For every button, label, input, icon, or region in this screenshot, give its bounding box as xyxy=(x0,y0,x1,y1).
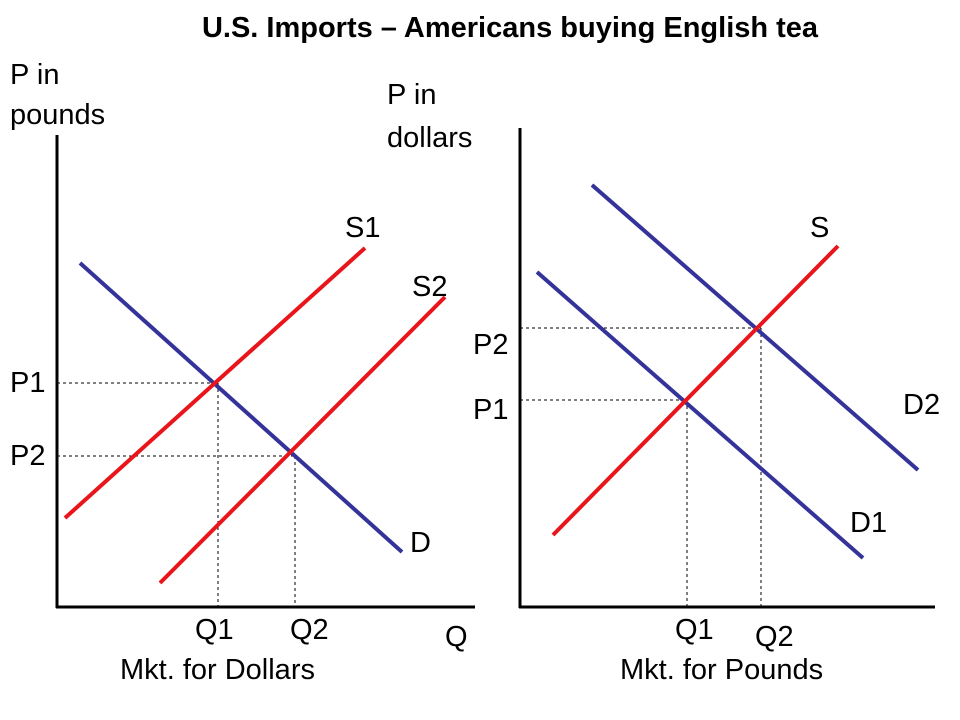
curve-label: S2 xyxy=(412,271,447,303)
price-label: P1 xyxy=(473,394,508,426)
demand-curve xyxy=(78,261,404,554)
curve-label: D xyxy=(410,527,431,559)
caption: Mkt. for Dollars xyxy=(120,654,315,686)
curve-label: D2 xyxy=(903,389,940,421)
quantity-label: Q1 xyxy=(195,614,234,646)
quantity-label: Q2 xyxy=(755,621,794,653)
y-axis-label: pounds xyxy=(10,99,105,131)
price-label: P2 xyxy=(10,440,45,472)
price-label: P2 xyxy=(473,329,508,361)
price-label: P1 xyxy=(10,367,45,399)
quantity-label: Q1 xyxy=(675,614,714,646)
curve-label: S xyxy=(810,212,829,244)
supply-curve xyxy=(63,246,367,520)
y-axis-label: P in xyxy=(10,59,59,91)
demand-curve xyxy=(535,270,865,560)
curve-label: D1 xyxy=(850,507,887,539)
x-axis-label: Q xyxy=(445,621,468,653)
curve-label: S1 xyxy=(345,212,380,244)
y-axis-label: dollars xyxy=(387,122,472,154)
supply-curve xyxy=(158,295,447,585)
supply-curve xyxy=(551,244,840,537)
y-axis-label: P in xyxy=(387,79,436,111)
caption: Mkt. for Pounds xyxy=(620,654,823,686)
quantity-label: Q2 xyxy=(290,614,329,646)
title: U.S. Imports – Americans buying English … xyxy=(202,12,819,44)
